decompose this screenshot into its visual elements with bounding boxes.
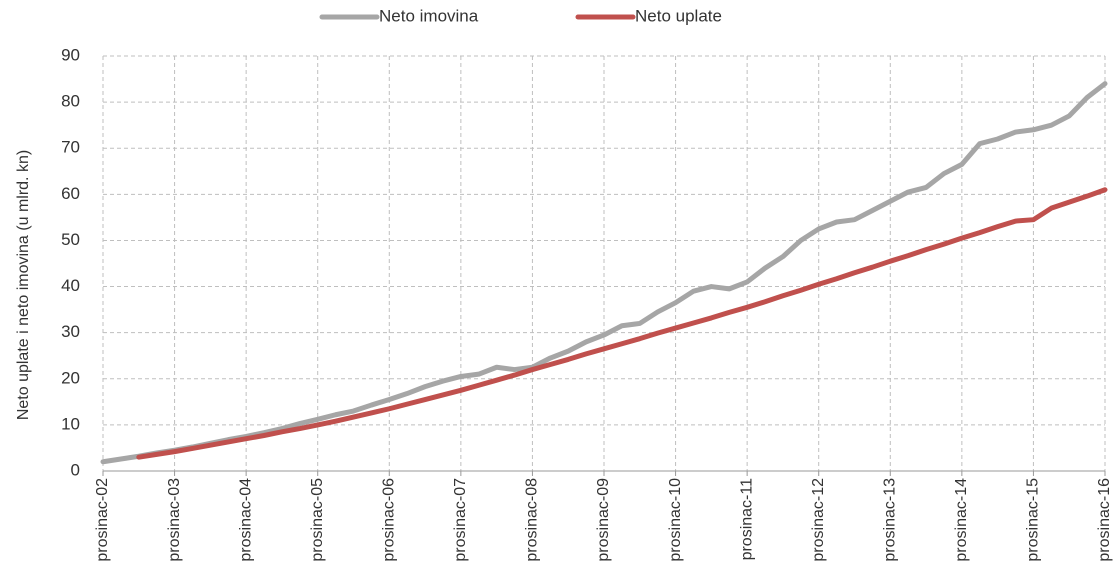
y-axis-label: Neto uplate i neto imovina (u mlrd. kn): [15, 150, 32, 420]
x-tick-label: prosinac-13: [882, 478, 899, 562]
x-tick-label: prosinac-05: [309, 478, 326, 562]
x-tick-label: prosinac-10: [667, 478, 684, 562]
y-tick-label: 50: [61, 230, 80, 249]
x-tick-label: prosinac-04: [237, 478, 254, 562]
y-tick-label: 30: [61, 322, 80, 341]
x-tick-label: prosinac-14: [953, 478, 970, 562]
y-tick-label: 70: [61, 138, 80, 157]
y-tick-label: 80: [61, 92, 80, 111]
y-tick-label: 0: [71, 460, 80, 479]
x-tick-label: prosinac-03: [166, 478, 183, 562]
y-tick-label: 10: [61, 414, 80, 433]
x-tick-label: prosinac-16: [1096, 478, 1113, 562]
x-tick-label: prosinac-12: [810, 478, 827, 562]
x-tick-label: prosinac-11: [738, 478, 755, 561]
x-tick-label: prosinac-08: [524, 478, 541, 562]
y-tick-label: 40: [61, 276, 80, 295]
x-tick-label: prosinac-02: [94, 478, 111, 562]
x-tick-label: prosinac-15: [1025, 478, 1042, 562]
legend-label: Neto uplate: [635, 6, 722, 25]
legend-label: Neto imovina: [379, 6, 479, 25]
line-series: [100, 81, 1108, 465]
y-tick-label: 60: [61, 184, 80, 203]
y-tick-label: 90: [61, 45, 80, 64]
line-series: [136, 187, 1108, 460]
y-tick-label: 20: [61, 368, 80, 387]
x-tick-label: prosinac-09: [595, 478, 612, 562]
x-tick-label: prosinac-07: [452, 478, 469, 562]
x-tick-label: prosinac-06: [381, 478, 398, 562]
